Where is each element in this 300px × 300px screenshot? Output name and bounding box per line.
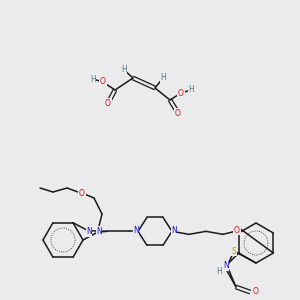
Text: O: O [175,109,181,118]
Text: O: O [234,226,240,235]
Text: H: H [121,65,127,74]
Text: N: N [86,227,92,236]
Text: O: O [105,98,111,107]
Text: N: N [133,226,139,235]
Text: N: N [171,226,177,235]
Text: N: N [96,226,102,236]
Text: O: O [178,88,184,98]
Text: N: N [223,262,229,271]
Text: H: H [160,74,166,82]
Text: O: O [100,77,106,86]
Text: H: H [188,85,194,94]
Text: S: S [232,247,236,256]
Text: H: H [90,74,96,83]
Text: O: O [79,188,85,197]
Text: O: O [253,287,259,296]
Text: H: H [216,268,222,277]
